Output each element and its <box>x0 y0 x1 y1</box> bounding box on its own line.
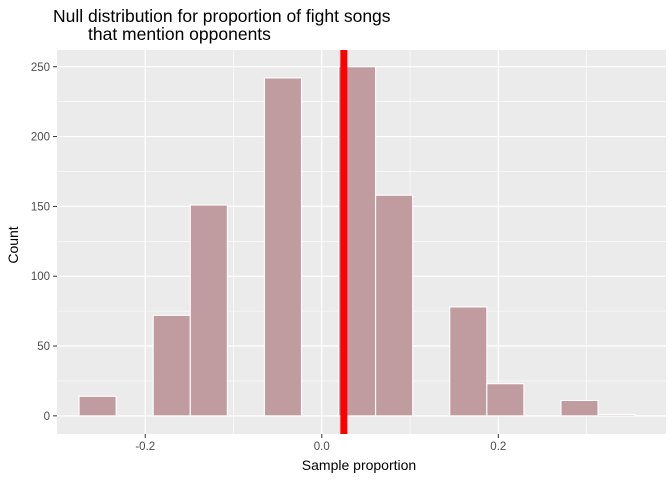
chart-title-line-2: that mention opponents <box>88 24 271 44</box>
y-tick-label: 50 <box>37 341 50 353</box>
axis-ticks <box>53 66 499 438</box>
chart-title-line-1: Null distribution for proportion of figh… <box>53 6 391 26</box>
y-tick-label: 0 <box>44 411 50 423</box>
x-axis-title: Sample proportion <box>302 457 416 473</box>
histogram-bar <box>78 395 117 417</box>
histogram-bar <box>560 399 599 417</box>
histogram-bar <box>486 383 525 417</box>
x-tick-label: 0.0 <box>314 441 330 453</box>
histogram-bar <box>449 306 488 417</box>
histogram-bar <box>375 194 414 417</box>
y-tick-label: 200 <box>31 132 50 144</box>
histogram-bar <box>597 413 636 417</box>
x-tick-label: -0.2 <box>135 441 155 453</box>
histogram-bar <box>263 77 303 417</box>
histogram-bar <box>152 314 191 417</box>
histogram-bars <box>78 66 636 417</box>
x-tick-label: 0.2 <box>490 441 506 453</box>
y-tick-label: 100 <box>31 271 50 283</box>
histogram-bar <box>189 204 228 417</box>
observed-statistic-line <box>340 50 348 434</box>
y-tick-label: 150 <box>31 201 50 213</box>
y-axis-title: Count <box>5 226 21 263</box>
y-tick-label: 250 <box>31 62 50 74</box>
x-axis-tick-labels: -0.2 0.0 0.2 <box>135 441 506 453</box>
y-axis-tick-labels: 0 50 100 150 200 250 <box>31 62 50 423</box>
